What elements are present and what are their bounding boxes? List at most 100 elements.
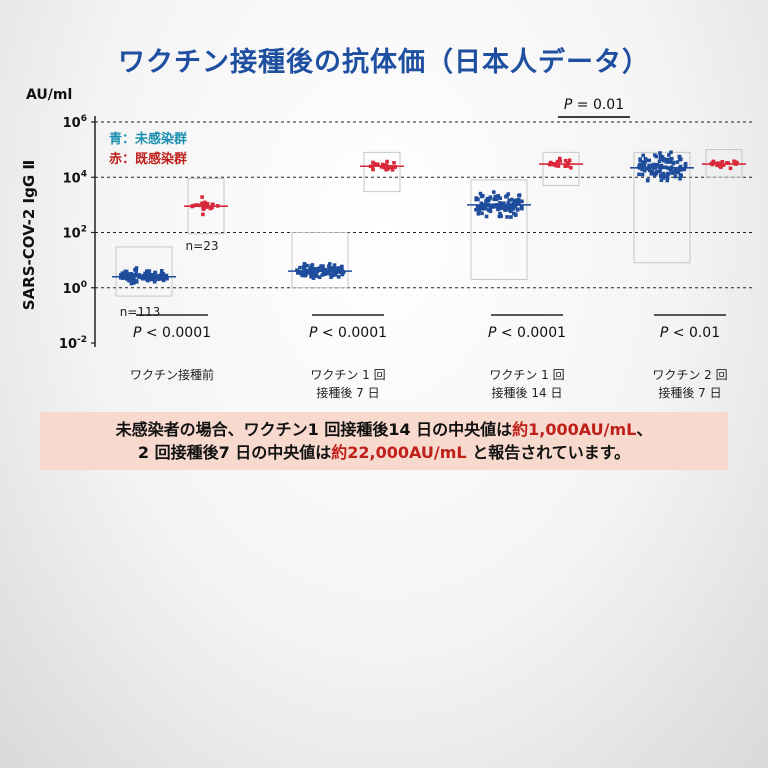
y-tick-label: 100 bbox=[63, 280, 87, 297]
group1-uninfected-point bbox=[327, 271, 331, 276]
group1-infected-point bbox=[392, 161, 396, 165]
group3-uninfected-point bbox=[653, 153, 657, 157]
y-tick-label: 102 bbox=[63, 225, 87, 242]
group2-uninfected-point bbox=[480, 211, 484, 216]
group1-uninfected-point bbox=[321, 270, 326, 275]
group2-uninfected-point bbox=[476, 211, 481, 216]
group3-uninfected-point bbox=[640, 161, 645, 166]
group3-uninfected-point bbox=[671, 161, 676, 166]
caption-line1-highlight: 約1,000AU/mL bbox=[512, 420, 637, 439]
group1-pvalue: P < 0.0001 bbox=[309, 325, 387, 341]
group1-label-line2: 接種後 7 日 bbox=[316, 385, 379, 400]
group2-uninfected-point bbox=[505, 206, 510, 211]
group1-uninfected-point bbox=[333, 266, 337, 271]
group1-uninfected-point bbox=[309, 271, 313, 276]
group2-uninfected-point bbox=[498, 196, 502, 200]
group3-uninfected-range-box bbox=[633, 151, 691, 264]
group2-uninfected-point bbox=[517, 202, 521, 206]
group2-uninfected-point bbox=[507, 198, 511, 202]
group0-uninfected-point bbox=[165, 276, 169, 281]
group1-uninfected-point bbox=[324, 267, 328, 272]
group2-uninfected-point bbox=[520, 206, 524, 211]
group2-uninfected-point bbox=[474, 196, 479, 200]
legend-entry: 青：未感染群 bbox=[109, 131, 187, 147]
group0-uninfected-n-label: n=113 bbox=[120, 305, 161, 319]
group0-infected-point bbox=[208, 206, 213, 211]
group3-label-line2: 接種後 7 日 bbox=[658, 385, 721, 400]
group3-uninfected-point bbox=[661, 176, 666, 180]
group3-uninfected-point bbox=[647, 158, 652, 163]
group1-uninfected-point bbox=[311, 276, 316, 280]
page-title: ワクチン接種後の抗体価（日本人データ） bbox=[118, 47, 650, 78]
group3-uninfected-point bbox=[670, 156, 674, 161]
group1-uninfected-point bbox=[309, 274, 313, 279]
group3-uninfected-point bbox=[666, 160, 670, 164]
group2-uninfected-point bbox=[500, 206, 505, 211]
group3-uninfected-point bbox=[654, 170, 659, 174]
group0-uninfected-point bbox=[134, 278, 139, 283]
group1-uninfected-point bbox=[326, 264, 331, 269]
group2-uninfected-point bbox=[494, 197, 499, 202]
group1-uninfected-point bbox=[321, 264, 325, 269]
group0-infected-point bbox=[202, 206, 206, 210]
group3-uninfected-point bbox=[658, 157, 663, 162]
group3-uninfected-point bbox=[667, 153, 671, 157]
group1-uninfected-point bbox=[309, 264, 314, 268]
group1-uninfected-point bbox=[332, 263, 337, 267]
group1-infected-point bbox=[371, 160, 375, 165]
group0-uninfected-point bbox=[126, 277, 131, 282]
group2-infected-point bbox=[558, 159, 563, 163]
group1-uninfected-point bbox=[336, 266, 341, 271]
group1-infected-point bbox=[390, 168, 395, 172]
group0-uninfected-point bbox=[132, 276, 136, 281]
group2-uninfected-point bbox=[479, 201, 484, 206]
group2-uninfected-point bbox=[512, 198, 517, 203]
group1-uninfected-point bbox=[339, 264, 344, 269]
group0-infected-n-label: n=23 bbox=[186, 239, 219, 253]
group0-uninfected-point bbox=[129, 281, 134, 286]
group1-uninfected-point bbox=[316, 267, 321, 271]
group2-uninfected-point bbox=[502, 201, 506, 206]
group1-uninfected-point bbox=[329, 275, 333, 279]
group3-uninfected-point bbox=[643, 160, 647, 164]
group3-uninfected-point bbox=[678, 164, 683, 169]
group3-uninfected-point bbox=[658, 151, 662, 155]
group3-infected-point bbox=[733, 160, 737, 164]
group3-uninfected-point bbox=[660, 155, 665, 159]
group1-uninfected-point bbox=[303, 263, 307, 267]
group0-uninfected-point bbox=[145, 269, 149, 273]
group2-uninfected-point bbox=[514, 200, 518, 205]
group0-uninfected-point bbox=[134, 266, 139, 270]
group1-uninfected-point bbox=[331, 272, 335, 276]
group3-uninfected-point bbox=[658, 167, 663, 172]
group1-label-line1: ワクチン 1 回 bbox=[310, 368, 385, 382]
group2-infected-point bbox=[565, 163, 570, 168]
comparison-pvalue: P = 0.01 bbox=[564, 97, 624, 113]
group1-uninfected-point bbox=[333, 273, 338, 277]
group2-uninfected-point bbox=[505, 215, 509, 219]
group3-uninfected-point bbox=[649, 171, 654, 176]
group0-uninfected-point bbox=[118, 275, 123, 280]
group3-infected-point bbox=[718, 164, 723, 168]
group3-uninfected-point bbox=[679, 157, 683, 162]
group2-uninfected-point bbox=[496, 204, 500, 209]
group3-uninfected-point bbox=[658, 154, 663, 159]
caption-line1-text: 未感染者の場合、ワクチン1 回接種後14 日の中央値は bbox=[115, 420, 513, 439]
group1-uninfected-point bbox=[312, 266, 316, 271]
group3-uninfected-point bbox=[674, 167, 678, 171]
group2-pvalue: P < 0.0001 bbox=[488, 325, 566, 341]
group2-label-line2: 接種後 14 日 bbox=[492, 385, 563, 400]
group2-infected-point bbox=[563, 158, 568, 163]
summary-caption: 未感染者の場合、ワクチン1 回接種後14 日の中央値は約1,000AU/mL、 … bbox=[40, 412, 728, 470]
group3-uninfected-point bbox=[672, 170, 677, 174]
group2-uninfected-point bbox=[491, 190, 496, 194]
group2-uninfected-point bbox=[520, 199, 524, 204]
group2-uninfected-point bbox=[496, 194, 501, 198]
group3-uninfected-point bbox=[662, 157, 667, 161]
group0-infected-point bbox=[203, 200, 207, 205]
group0-uninfected-point bbox=[129, 277, 134, 282]
group0-infected-point bbox=[210, 202, 215, 207]
y-axis-title: SARS-COV-2 IgG Ⅱ bbox=[20, 160, 38, 310]
group0-uninfected-point bbox=[143, 272, 148, 277]
group1-uninfected-point bbox=[319, 268, 324, 272]
